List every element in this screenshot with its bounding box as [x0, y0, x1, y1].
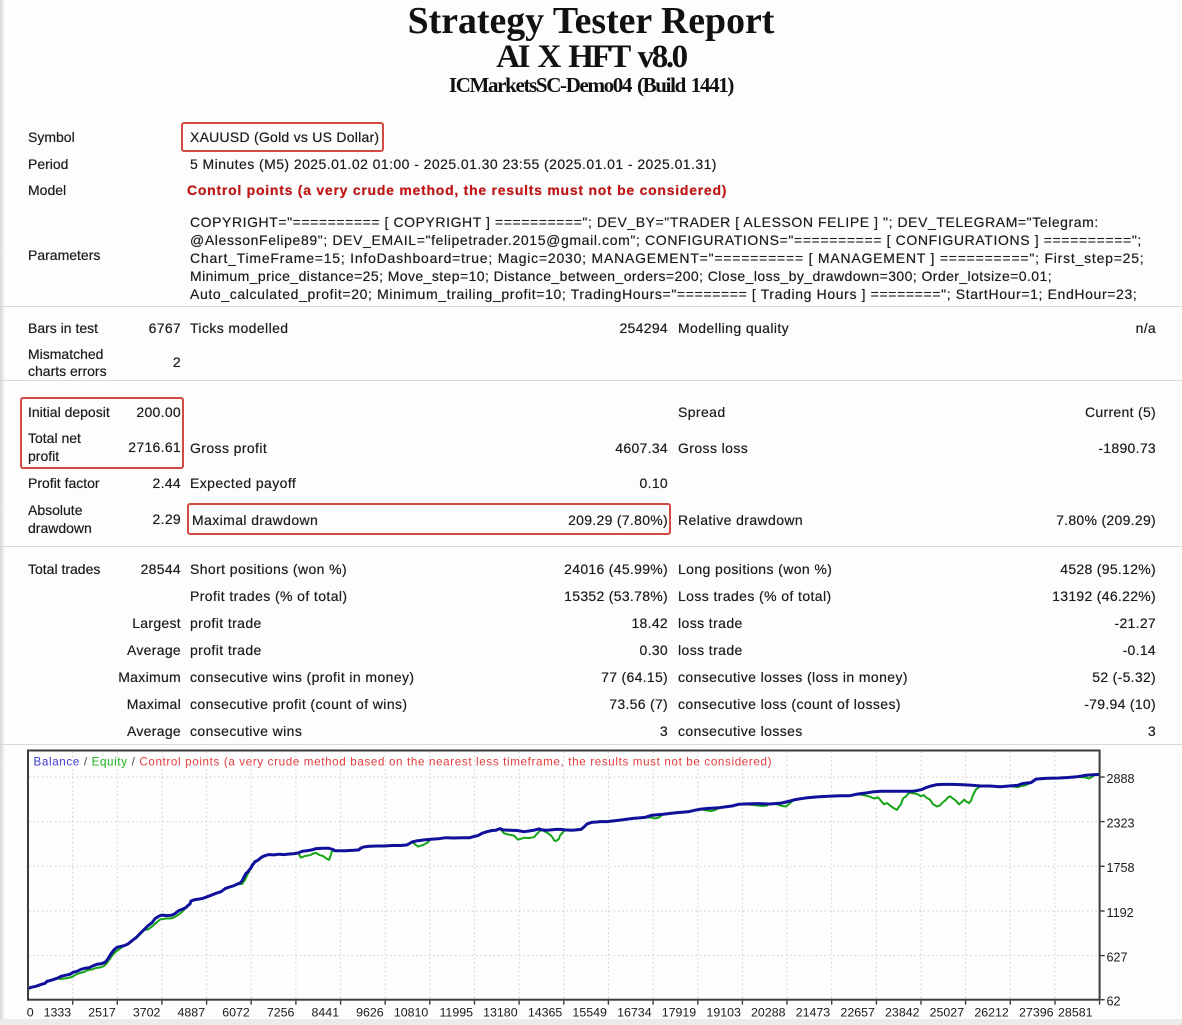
svg-text:3702: 3702	[133, 1006, 161, 1020]
svg-text:14365: 14365	[528, 1006, 563, 1020]
svg-text:15549: 15549	[572, 1006, 607, 1020]
svg-text:62: 62	[1107, 995, 1121, 1009]
svg-text:1333: 1333	[44, 1006, 72, 1020]
svg-text:17919: 17919	[662, 1006, 697, 1020]
svg-text:13180: 13180	[483, 1006, 518, 1020]
svg-text:4887: 4887	[178, 1006, 206, 1020]
svg-text:6072: 6072	[222, 1006, 250, 1020]
svg-text:2517: 2517	[88, 1006, 116, 1020]
svg-text:9626: 9626	[356, 1006, 384, 1020]
svg-text:26212: 26212	[974, 1006, 1009, 1020]
svg-text:7256: 7256	[267, 1006, 295, 1020]
svg-text:23842: 23842	[885, 1006, 920, 1020]
svg-text:27396: 27396	[1019, 1006, 1054, 1020]
svg-text:1192: 1192	[1107, 906, 1134, 920]
svg-text:11995: 11995	[439, 1006, 473, 1020]
svg-text:28581: 28581	[1058, 1006, 1093, 1020]
svg-text:1758: 1758	[1107, 861, 1135, 875]
svg-text:0: 0	[27, 1006, 34, 1020]
svg-text:2323: 2323	[1107, 817, 1135, 831]
svg-text:20288: 20288	[751, 1006, 786, 1020]
svg-text:Balance / Equity / Control poi: Balance / Equity / Control points (a ver…	[34, 756, 773, 769]
svg-text:22657: 22657	[840, 1006, 875, 1020]
svg-text:8441: 8441	[312, 1006, 340, 1020]
svg-text:25027: 25027	[930, 1006, 965, 1020]
svg-text:2888: 2888	[1107, 772, 1135, 786]
svg-text:21473: 21473	[796, 1006, 831, 1020]
svg-text:16734: 16734	[617, 1006, 652, 1020]
svg-text:10810: 10810	[394, 1006, 429, 1020]
svg-text:627: 627	[1107, 951, 1128, 965]
svg-text:19103: 19103	[706, 1006, 741, 1020]
